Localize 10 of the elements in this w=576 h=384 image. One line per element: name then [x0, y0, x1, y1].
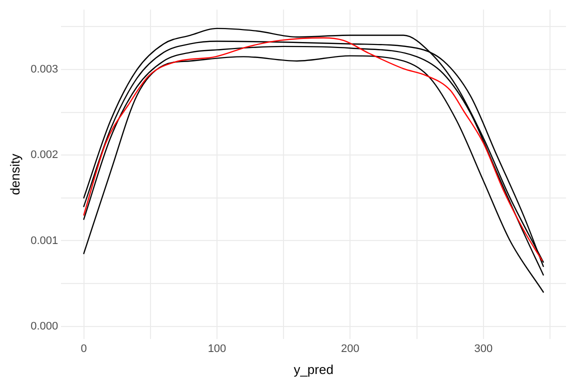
y-tick-label: 0.001 — [30, 234, 58, 247]
y-axis-title: density — [7, 153, 22, 195]
x-tick-label: 0 — [80, 342, 87, 355]
x-tick-label: 200 — [341, 342, 360, 355]
x-tick-label: 100 — [208, 342, 226, 355]
y-tick-label: 0.002 — [30, 149, 58, 162]
x-tick-label: 300 — [474, 342, 493, 355]
y-tick-label: 0.003 — [30, 64, 58, 76]
y-tick-label: 0.000 — [30, 320, 58, 332]
x-axis-title: y_pred — [294, 362, 334, 377]
